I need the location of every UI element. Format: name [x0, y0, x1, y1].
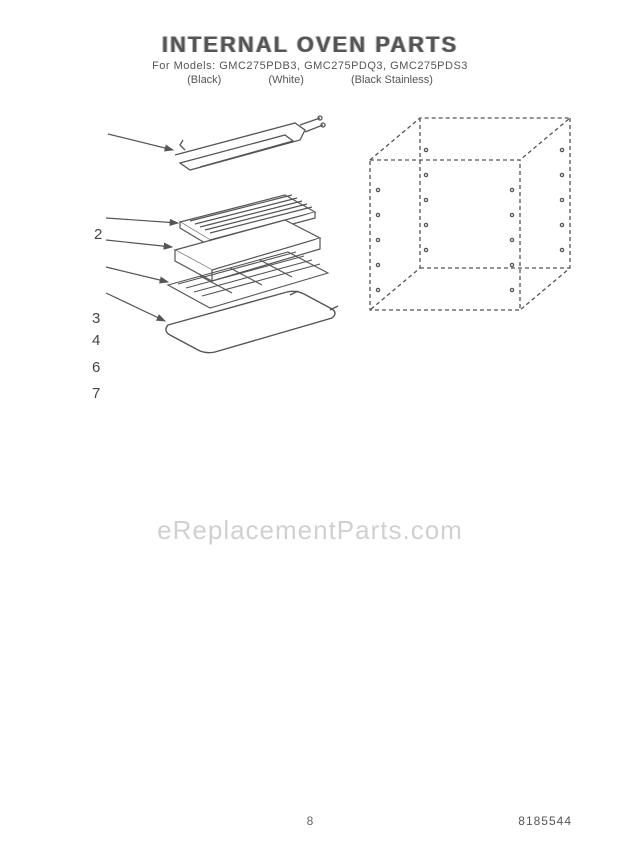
- exploded-diagram: 2 3 4 6 7: [0, 100, 620, 440]
- models-prefix: For Models:: [152, 60, 216, 72]
- models-line: For Models: GMC275PDB3, GMC275PDQ3, GMC2…: [0, 60, 620, 72]
- doc-number: 8185544: [518, 814, 572, 828]
- oven-cavity-outline: [370, 118, 570, 310]
- color-label-0: (Black): [187, 74, 221, 86]
- callout-4: 4: [92, 332, 100, 349]
- page: INTERNAL OVEN PARTS For Models: GMC275PD…: [0, 0, 620, 856]
- models-list: GMC275PDB3, GMC275PDQ3, GMC275PDS3: [219, 60, 468, 72]
- part-bake-element: [166, 291, 338, 353]
- color-label-1: (White): [268, 74, 303, 86]
- callout-7: 7: [92, 385, 100, 402]
- part-broil-element: [175, 116, 325, 170]
- watermark: eReplacementParts.com: [0, 515, 620, 546]
- callout-6: 6: [92, 359, 100, 376]
- page-title: INTERNAL OVEN PARTS: [0, 32, 620, 58]
- callout-2: 2: [94, 226, 102, 243]
- callout-3: 3: [92, 310, 100, 327]
- color-label-2: (Black Stainless): [351, 74, 433, 86]
- color-labels: (Black) (White) (Black Stainless): [0, 74, 620, 86]
